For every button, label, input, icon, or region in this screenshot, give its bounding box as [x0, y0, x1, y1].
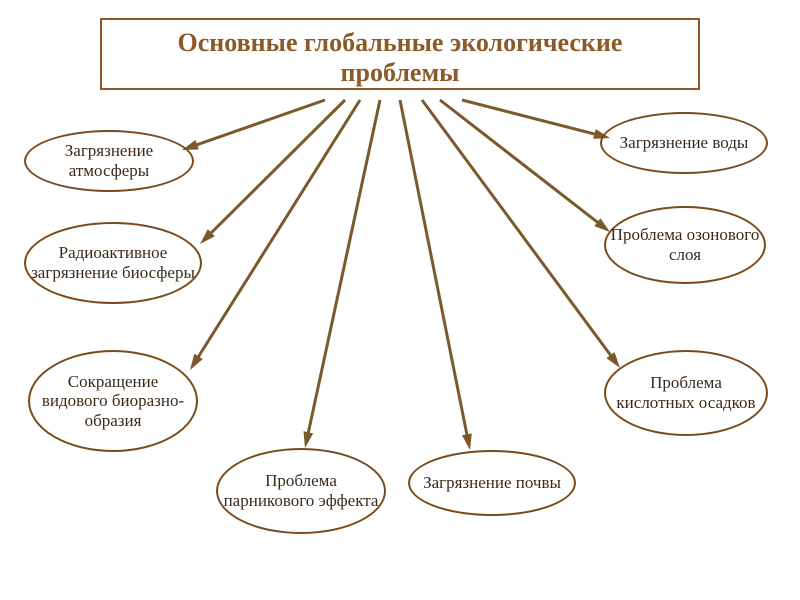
node-label: Загрязнение почвы [423, 473, 561, 493]
node-ozone: Проблема озонового слоя [604, 206, 766, 284]
arrow-head [606, 352, 620, 368]
arrow-head [200, 229, 215, 244]
arrow-line [307, 100, 380, 439]
node-label: Сокращение видового биоразно-образия [34, 372, 192, 431]
arrow-line [191, 100, 325, 147]
arrow-head [462, 433, 472, 450]
node-greenhouse: Проблема парникового эффекта [216, 448, 386, 534]
node-label: Загрязнение воды [620, 133, 749, 153]
page-title: Основные глобальные экологические пробле… [100, 18, 700, 90]
node-label: Проблема кислотных осадков [610, 373, 762, 412]
node-label: Проблема парникового эффекта [222, 471, 380, 510]
arrow-head [303, 431, 313, 448]
node-acid: Проблема кислотных осадков [604, 350, 768, 436]
node-water: Загрязнение воды [600, 112, 768, 174]
arrow-head [594, 218, 610, 232]
node-radioactive: Радиоактивное загрязнение биосферы [24, 222, 202, 304]
arrow-line [422, 100, 614, 360]
arrow-line [400, 100, 468, 441]
node-soil: Загрязнение почвы [408, 450, 576, 516]
arrow-line [195, 100, 360, 362]
node-label: Загрязнение атмосферы [30, 141, 188, 180]
arrow-line [207, 100, 345, 237]
node-atmosphere: Загрязнение атмосферы [24, 130, 194, 192]
arrow-head [190, 354, 203, 370]
arrow-line [462, 100, 601, 136]
node-label: Проблема озонового слоя [610, 225, 760, 264]
arrow-line [440, 100, 602, 226]
node-label: Радиоактивное загрязнение биосферы [30, 243, 196, 282]
node-biodiversity: Сокращение видового биоразно-образия [28, 350, 198, 452]
